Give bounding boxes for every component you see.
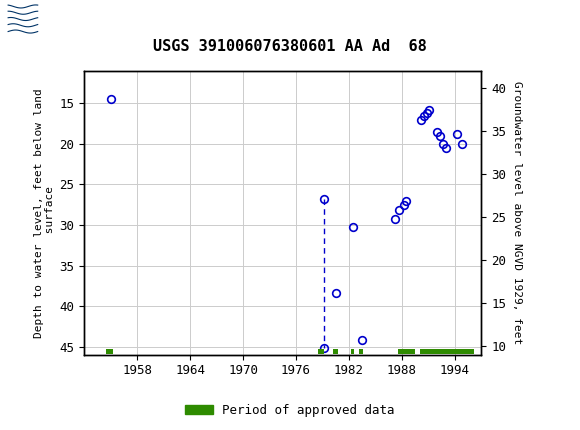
Bar: [419, 349, 474, 354]
FancyBboxPatch shape: [7, 5, 39, 34]
Y-axis label: Groundwater level above NGVD 1929, feet: Groundwater level above NGVD 1929, feet: [512, 81, 521, 344]
Bar: [318, 349, 324, 354]
Text: USGS 391006076380601 AA Ad  68: USGS 391006076380601 AA Ad 68: [153, 39, 427, 54]
Bar: [397, 349, 415, 354]
Text: USGS: USGS: [45, 12, 92, 27]
Bar: [358, 349, 363, 354]
Bar: [106, 349, 113, 354]
Legend: Period of approved data: Period of approved data: [180, 399, 400, 421]
Bar: [333, 349, 338, 354]
Bar: [351, 349, 354, 354]
Y-axis label: Depth to water level, feet below land
 surface: Depth to water level, feet below land su…: [34, 88, 55, 338]
